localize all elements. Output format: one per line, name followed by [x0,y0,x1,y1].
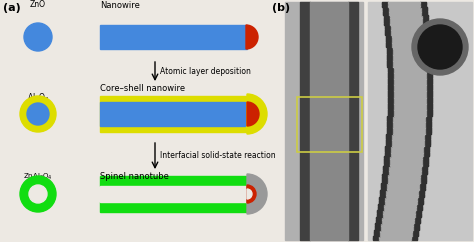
Bar [100,186,249,202]
Circle shape [412,19,468,75]
Wedge shape [247,174,267,214]
Bar [100,176,249,186]
Wedge shape [247,185,256,203]
Circle shape [24,23,52,51]
Wedge shape [247,94,267,134]
Bar [100,202,249,212]
Text: (b): (b) [272,3,290,13]
Circle shape [27,103,49,125]
Circle shape [20,96,56,132]
Text: ZnO: ZnO [30,0,46,9]
Text: Interfacial solid-state reaction: Interfacial solid-state reaction [160,151,275,160]
Bar [100,96,249,132]
Wedge shape [246,25,258,49]
Text: ZnAl$_2$O$_4$: ZnAl$_2$O$_4$ [23,172,53,182]
Wedge shape [247,189,252,199]
Bar [297,97,362,152]
Circle shape [418,25,462,69]
Circle shape [20,176,56,212]
Text: (a): (a) [3,3,21,13]
Bar [368,2,472,240]
Bar [285,2,363,240]
Bar [100,25,247,49]
Wedge shape [247,102,259,126]
Circle shape [29,185,47,203]
Text: Nanowire: Nanowire [100,1,140,10]
Text: Spinel nanotube: Spinel nanotube [100,172,169,181]
Text: Al$_2$O$_3$: Al$_2$O$_3$ [27,92,49,105]
Bar [100,102,245,126]
Text: Atomic layer deposition: Atomic layer deposition [160,67,251,76]
Text: Core–shell nanowire: Core–shell nanowire [100,84,185,93]
